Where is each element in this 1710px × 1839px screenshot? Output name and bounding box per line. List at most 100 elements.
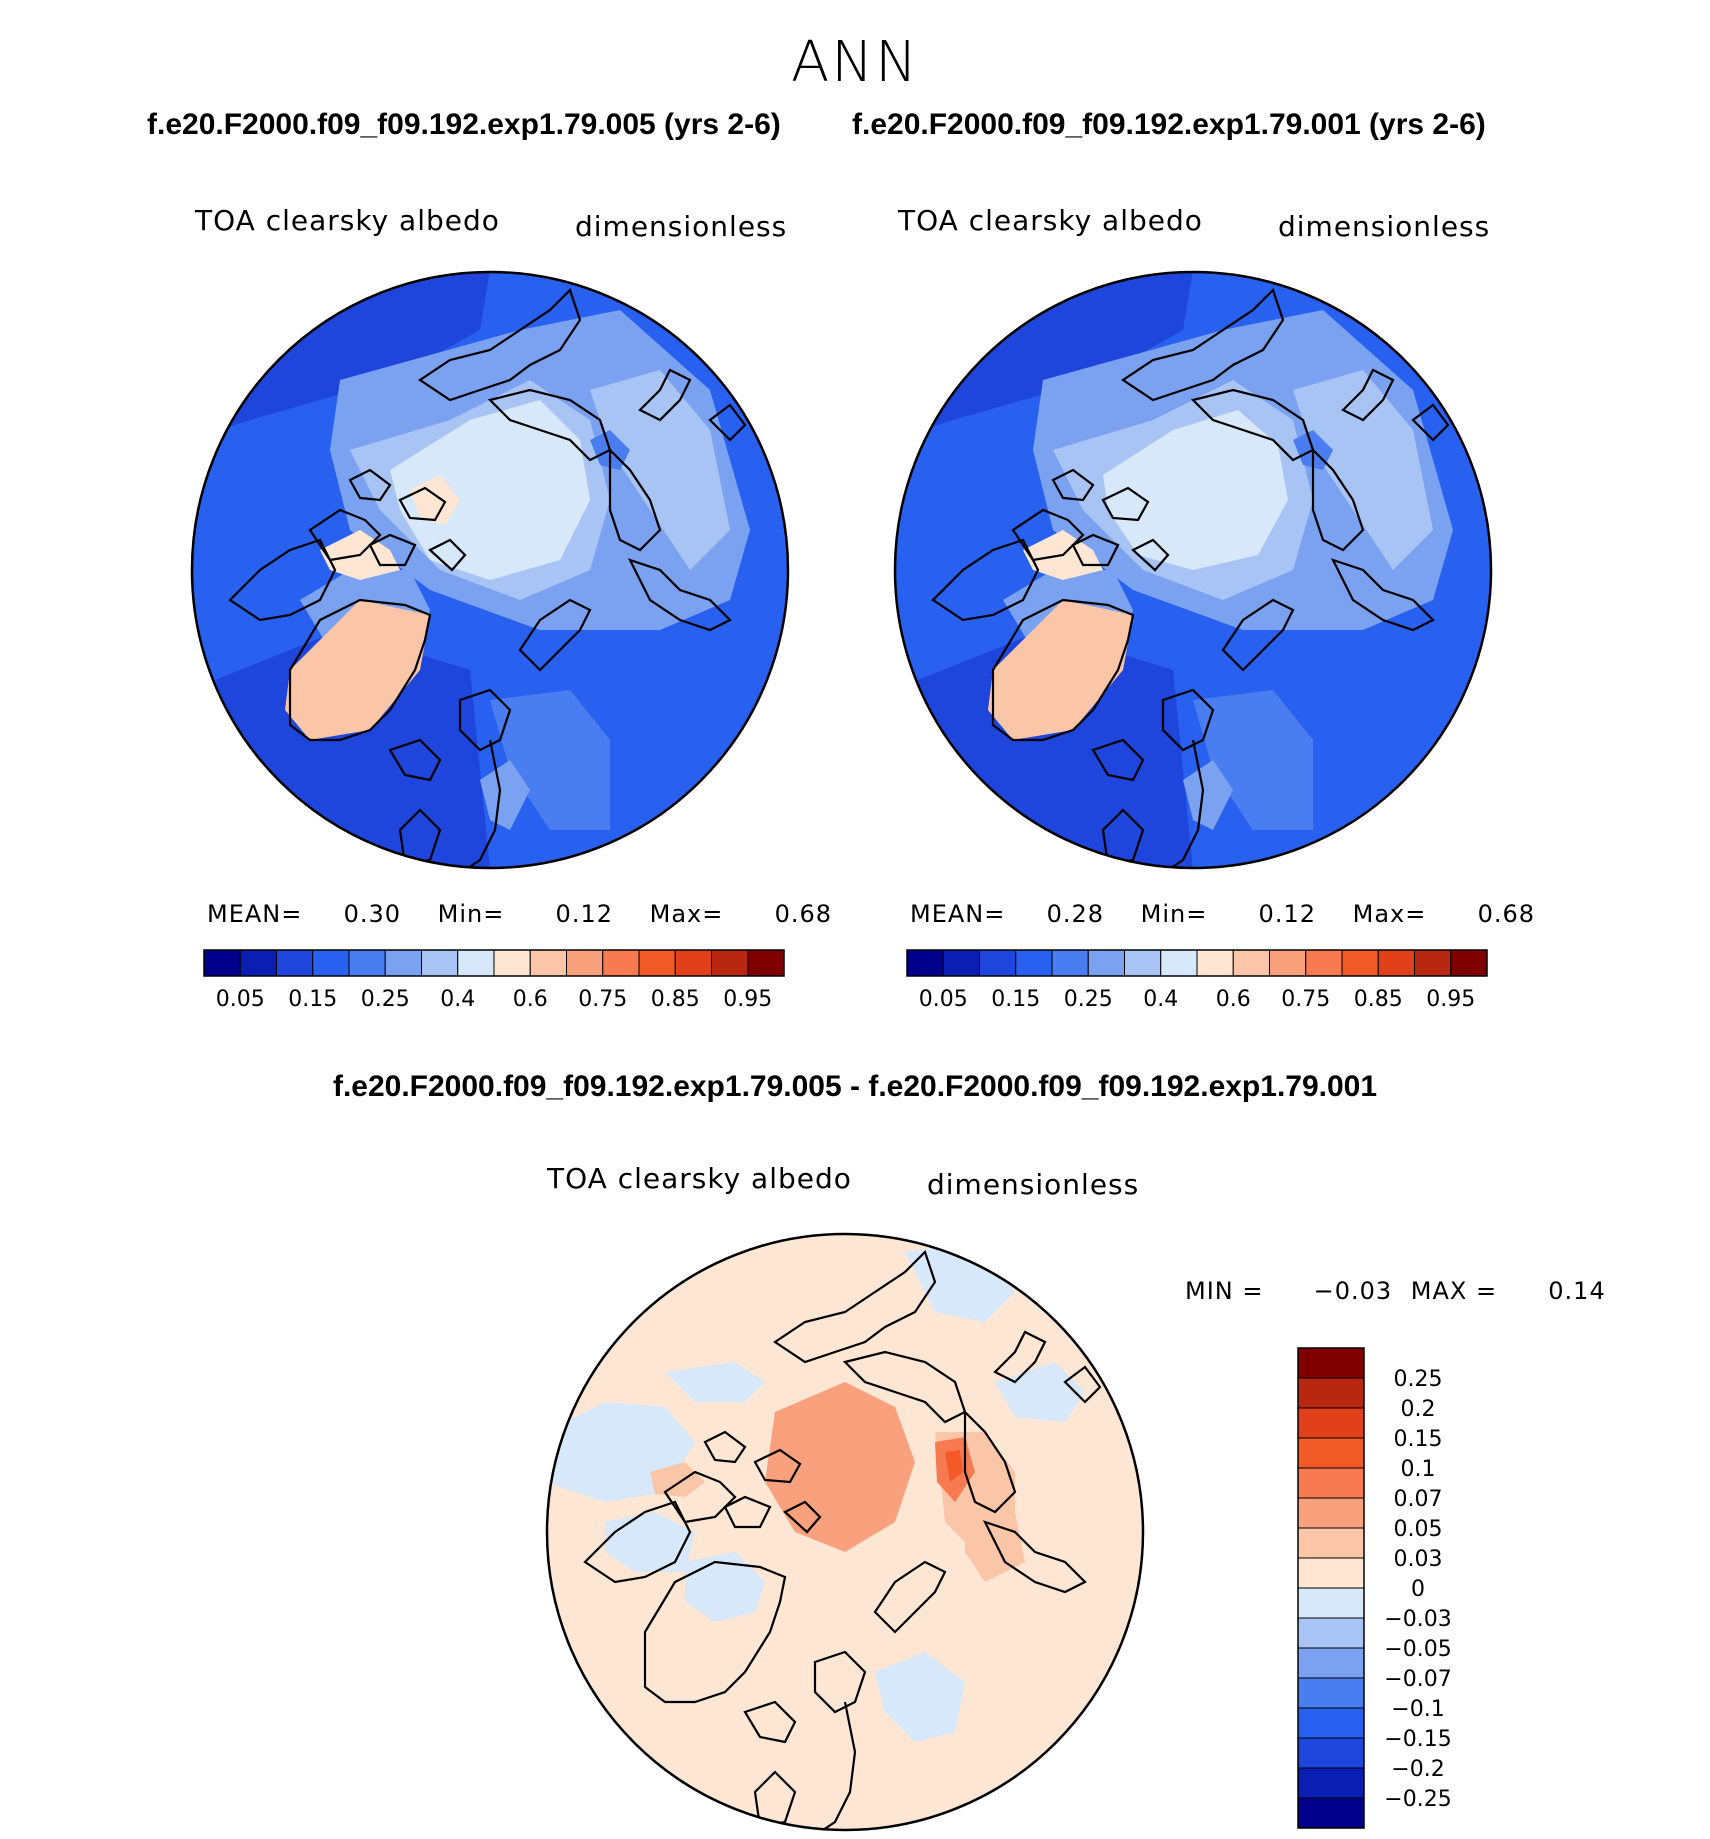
colorbar-tick-label: 0.95 <box>723 987 772 1012</box>
colorbar-tick-label: 0.25 <box>1394 1367 1443 1392</box>
colorbar-tick-label: 0.15 <box>1394 1427 1443 1452</box>
colorbar-tick-label: 0.6 <box>513 987 548 1012</box>
panel2-coastlines <box>931 287 1450 868</box>
panel1-max-value: 0.68 <box>774 900 832 928</box>
colorbar-tick-label: 0.05 <box>919 987 968 1012</box>
colorbar-swatch <box>1305 949 1343 977</box>
case-title-left: f.e20.F2000.f09_f09.192.exp1.79.005 (yrs… <box>147 108 781 141</box>
panel2-min-value: 0.12 <box>1258 900 1316 928</box>
colorbar-swatch <box>203 949 241 977</box>
panel1-map-border <box>190 270 790 870</box>
panel2-max-label: Max= <box>1352 900 1427 928</box>
colorbar-swatch <box>1297 1707 1365 1739</box>
colorbar-tick-label: 0.25 <box>361 987 410 1012</box>
colorbar-frame <box>203 949 785 977</box>
colorbar-swatch <box>1196 949 1234 977</box>
panel1-stats: MEAN= 0.30 Min= 0.12 Max= 0.68 <box>207 900 832 928</box>
colorbar-swatch <box>529 949 567 977</box>
colorbar-swatch <box>711 949 749 977</box>
colorbar-swatch <box>276 949 314 977</box>
panel1-polar-map <box>190 270 790 870</box>
colorbar-swatch <box>747 949 785 977</box>
colorbar-swatch <box>1297 1437 1365 1469</box>
colorbar-tick-label: −0.03 <box>1384 1607 1451 1632</box>
colorbar-swatch <box>1297 1767 1365 1799</box>
panel2-variable-label: TOA clearsky albedo <box>898 204 1203 237</box>
colorbar-swatch <box>906 949 944 977</box>
colorbar-swatch <box>1341 949 1379 977</box>
panel1-min-value: 0.12 <box>555 900 613 928</box>
panel1-mean-value: 0.30 <box>343 900 401 928</box>
colorbar-swatch <box>1450 949 1488 977</box>
colorbar-tick-label: 0.15 <box>288 987 337 1012</box>
colorbar-swatch <box>638 949 676 977</box>
colorbar-swatch <box>1087 949 1125 977</box>
colorbar-tick-label: 0.4 <box>440 987 475 1012</box>
colorbar-swatch <box>384 949 422 977</box>
colorbar-swatch <box>1297 1737 1365 1769</box>
colorbar-swatch <box>674 949 712 977</box>
colorbar-swatch <box>1297 1407 1365 1439</box>
colorbar-tick-label: −0.15 <box>1384 1727 1451 1752</box>
colorbar-tick-label: 0.15 <box>991 987 1040 1012</box>
panel1-min-label: Min= <box>437 900 505 928</box>
colorbar-tick-label: 0.05 <box>216 987 265 1012</box>
panel2-mean-value: 0.28 <box>1046 900 1104 928</box>
colorbar-swatch <box>1377 949 1415 977</box>
diff-map-border <box>545 1232 1145 1832</box>
colorbar-swatch <box>1051 949 1089 977</box>
panel2-map-border <box>893 270 1493 870</box>
colorbar-swatch <box>1297 1647 1365 1679</box>
colorbar-swatch <box>1297 1797 1365 1829</box>
colorbar-tick-label: 0.25 <box>1064 987 1113 1012</box>
season-title: ANN <box>790 30 920 95</box>
diff-variable-label: TOA clearsky albedo <box>547 1162 852 1195</box>
colorbar-tick-label: −0.2 <box>1391 1757 1444 1782</box>
colorbar-swatch <box>1297 1497 1365 1529</box>
panel2-mean-label: MEAN= <box>910 900 1006 928</box>
panel2-colorbar: 0.05 0.15 0.25 0.4 0.6 0.75 0.85 0.95 <box>906 949 1488 1012</box>
colorbar-swatch <box>312 949 350 977</box>
panel2-units-label: dimensionless <box>1278 210 1491 243</box>
colorbar-tick-label: 0.1 <box>1401 1457 1436 1482</box>
colorbar-swatch <box>1297 1677 1365 1709</box>
colorbar-tick-label: 0.2 <box>1401 1397 1436 1422</box>
diff-min-label: MIN = <box>1185 1277 1264 1305</box>
diff-title: f.e20.F2000.f09_f09.192.exp1.79.005 - f.… <box>332 1070 1378 1103</box>
colorbar-swatch <box>942 949 980 977</box>
colorbar-swatch <box>1297 1587 1365 1619</box>
colorbar-tick-label: 0.4 <box>1143 987 1178 1012</box>
panel1-max-label: Max= <box>649 900 724 928</box>
colorbar-swatch <box>1015 949 1053 977</box>
colorbar-swatch <box>421 949 459 977</box>
colorbar-swatch <box>1297 1347 1365 1379</box>
colorbar-tick-label: 0.05 <box>1394 1517 1443 1542</box>
colorbar-swatch <box>457 949 495 977</box>
colorbar-swatch <box>348 949 386 977</box>
colorbar-swatch <box>239 949 277 977</box>
colorbar-tick-label: 0.85 <box>651 987 700 1012</box>
diff-min-value: −0.03 <box>1313 1277 1393 1305</box>
colorbar-swatch <box>1297 1467 1365 1499</box>
colorbar-swatch <box>1414 949 1452 977</box>
colorbar-tick-label: −0.1 <box>1391 1697 1444 1722</box>
colorbar-swatch <box>1297 1617 1365 1649</box>
colorbar-swatch <box>1269 949 1307 977</box>
colorbar-swatch <box>1232 949 1270 977</box>
diff-units-label: dimensionless <box>927 1168 1140 1201</box>
colorbar-swatch <box>1124 949 1162 977</box>
panel1-coastlines <box>228 287 747 868</box>
colorbar-swatch <box>1297 1527 1365 1559</box>
colorbar-frame <box>1297 1347 1365 1829</box>
colorbar-swatch <box>1297 1557 1365 1589</box>
colorbar-tick-label: 0.07 <box>1394 1487 1443 1512</box>
colorbar-tick-label: 0.75 <box>1281 987 1330 1012</box>
colorbar-frame <box>906 949 1488 977</box>
colorbar-tick-label: 0.95 <box>1426 987 1475 1012</box>
panel2-stats: MEAN= 0.28 Min= 0.12 Max= 0.68 <box>910 900 1535 928</box>
case-title-right: f.e20.F2000.f09_f09.192.exp1.79.001 (yrs… <box>852 108 1486 141</box>
diff-max-label: MAX = <box>1410 1277 1498 1305</box>
panel2-max-value: 0.68 <box>1477 900 1535 928</box>
panel1-units-label: dimensionless <box>575 210 788 243</box>
panel1-colorbar: 0.05 0.15 0.25 0.4 0.6 0.75 0.85 0.95 <box>203 949 785 1012</box>
